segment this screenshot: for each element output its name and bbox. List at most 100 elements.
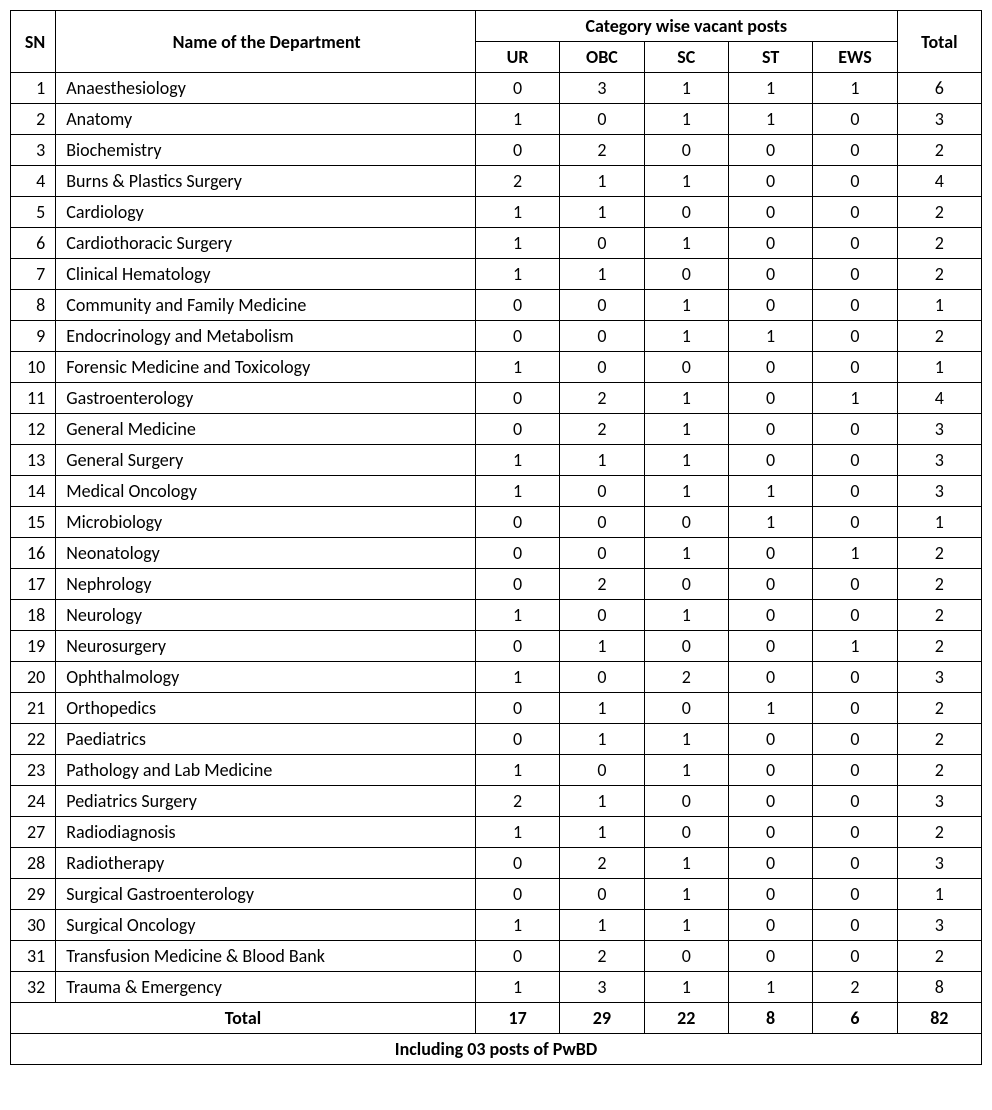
cell-ews: 0 (813, 848, 897, 879)
cell-sn: 28 (11, 848, 56, 879)
cell-obc: 0 (560, 538, 644, 569)
cell-st: 0 (728, 538, 812, 569)
footer-note-row: Including 03 posts of PwBD (11, 1034, 982, 1065)
cell-obc: 1 (560, 693, 644, 724)
table-row: 23Pathology and Lab Medicine101002 (11, 755, 982, 786)
cell-st: 0 (728, 600, 812, 631)
cell-ews: 0 (813, 321, 897, 352)
cell-ews: 0 (813, 569, 897, 600)
cell-obc: 3 (560, 972, 644, 1003)
cell-sc: 1 (644, 228, 728, 259)
table-row: 18Neurology101002 (11, 600, 982, 631)
cell-st: 1 (728, 972, 812, 1003)
cell-sn: 9 (11, 321, 56, 352)
cell-obc: 1 (560, 817, 644, 848)
cell-sc: 1 (644, 290, 728, 321)
totals-ur: 17 (475, 1003, 559, 1034)
cell-department: Neonatology (56, 538, 476, 569)
totals-st: 8 (728, 1003, 812, 1034)
footer-note: Including 03 posts of PwBD (11, 1034, 982, 1065)
cell-ews: 0 (813, 879, 897, 910)
table-row: 21Orthopedics010102 (11, 693, 982, 724)
cell-ews: 1 (813, 383, 897, 414)
cell-obc: 0 (560, 879, 644, 910)
cell-st: 0 (728, 352, 812, 383)
cell-total: 2 (897, 817, 981, 848)
cell-department: Neurology (56, 600, 476, 631)
cell-ews: 0 (813, 507, 897, 538)
cell-ur: 1 (475, 104, 559, 135)
table-row: 28Radiotherapy021003 (11, 848, 982, 879)
table-row: 32Trauma & Emergency131128 (11, 972, 982, 1003)
cell-st: 1 (728, 321, 812, 352)
cell-sc: 1 (644, 166, 728, 197)
cell-ur: 0 (475, 941, 559, 972)
cell-ur: 1 (475, 352, 559, 383)
cell-sn: 32 (11, 972, 56, 1003)
cell-sn: 11 (11, 383, 56, 414)
cell-total: 1 (897, 507, 981, 538)
cell-department: Ophthalmology (56, 662, 476, 693)
cell-department: Nephrology (56, 569, 476, 600)
totals-total: 82 (897, 1003, 981, 1034)
cell-ur: 1 (475, 755, 559, 786)
cell-department: Forensic Medicine and Toxicology (56, 352, 476, 383)
cell-ur: 1 (475, 817, 559, 848)
cell-ur: 1 (475, 228, 559, 259)
cell-sc: 0 (644, 259, 728, 290)
cell-ews: 0 (813, 414, 897, 445)
vacant-posts-table: SN Name of the Department Category wise … (10, 10, 982, 1065)
cell-ur: 2 (475, 166, 559, 197)
cell-st: 0 (728, 817, 812, 848)
cell-ews: 0 (813, 724, 897, 755)
cell-total: 2 (897, 228, 981, 259)
cell-ur: 0 (475, 693, 559, 724)
cell-obc: 0 (560, 228, 644, 259)
cell-sc: 1 (644, 910, 728, 941)
cell-sc: 1 (644, 724, 728, 755)
table-row: 22Paediatrics011002 (11, 724, 982, 755)
cell-ur: 1 (475, 910, 559, 941)
cell-sn: 10 (11, 352, 56, 383)
cell-obc: 3 (560, 73, 644, 104)
table-row: 30Surgical Oncology111003 (11, 910, 982, 941)
header-total: Total (897, 11, 981, 73)
cell-department: Radiotherapy (56, 848, 476, 879)
cell-obc: 1 (560, 166, 644, 197)
cell-ur: 0 (475, 73, 559, 104)
cell-obc: 1 (560, 786, 644, 817)
cell-total: 2 (897, 259, 981, 290)
cell-obc: 0 (560, 290, 644, 321)
cell-obc: 2 (560, 569, 644, 600)
cell-total: 1 (897, 879, 981, 910)
cell-sc: 0 (644, 631, 728, 662)
cell-department: Clinical Hematology (56, 259, 476, 290)
table-row: 2Anatomy101103 (11, 104, 982, 135)
cell-st: 0 (728, 724, 812, 755)
cell-ews: 0 (813, 910, 897, 941)
cell-obc: 1 (560, 724, 644, 755)
table-row: 16Neonatology001012 (11, 538, 982, 569)
cell-sn: 15 (11, 507, 56, 538)
header-sc: SC (644, 42, 728, 73)
cell-sn: 22 (11, 724, 56, 755)
cell-st: 0 (728, 786, 812, 817)
cell-total: 2 (897, 631, 981, 662)
cell-sc: 0 (644, 941, 728, 972)
cell-total: 4 (897, 166, 981, 197)
cell-total: 2 (897, 941, 981, 972)
cell-total: 3 (897, 910, 981, 941)
cell-obc: 0 (560, 476, 644, 507)
cell-sc: 0 (644, 135, 728, 166)
cell-st: 1 (728, 104, 812, 135)
cell-department: Cardiothoracic Surgery (56, 228, 476, 259)
cell-department: Community and Family Medicine (56, 290, 476, 321)
cell-sn: 12 (11, 414, 56, 445)
cell-sc: 1 (644, 538, 728, 569)
cell-st: 0 (728, 445, 812, 476)
cell-department: Biochemistry (56, 135, 476, 166)
cell-sn: 18 (11, 600, 56, 631)
cell-sn: 24 (11, 786, 56, 817)
cell-sn: 5 (11, 197, 56, 228)
cell-ur: 0 (475, 321, 559, 352)
